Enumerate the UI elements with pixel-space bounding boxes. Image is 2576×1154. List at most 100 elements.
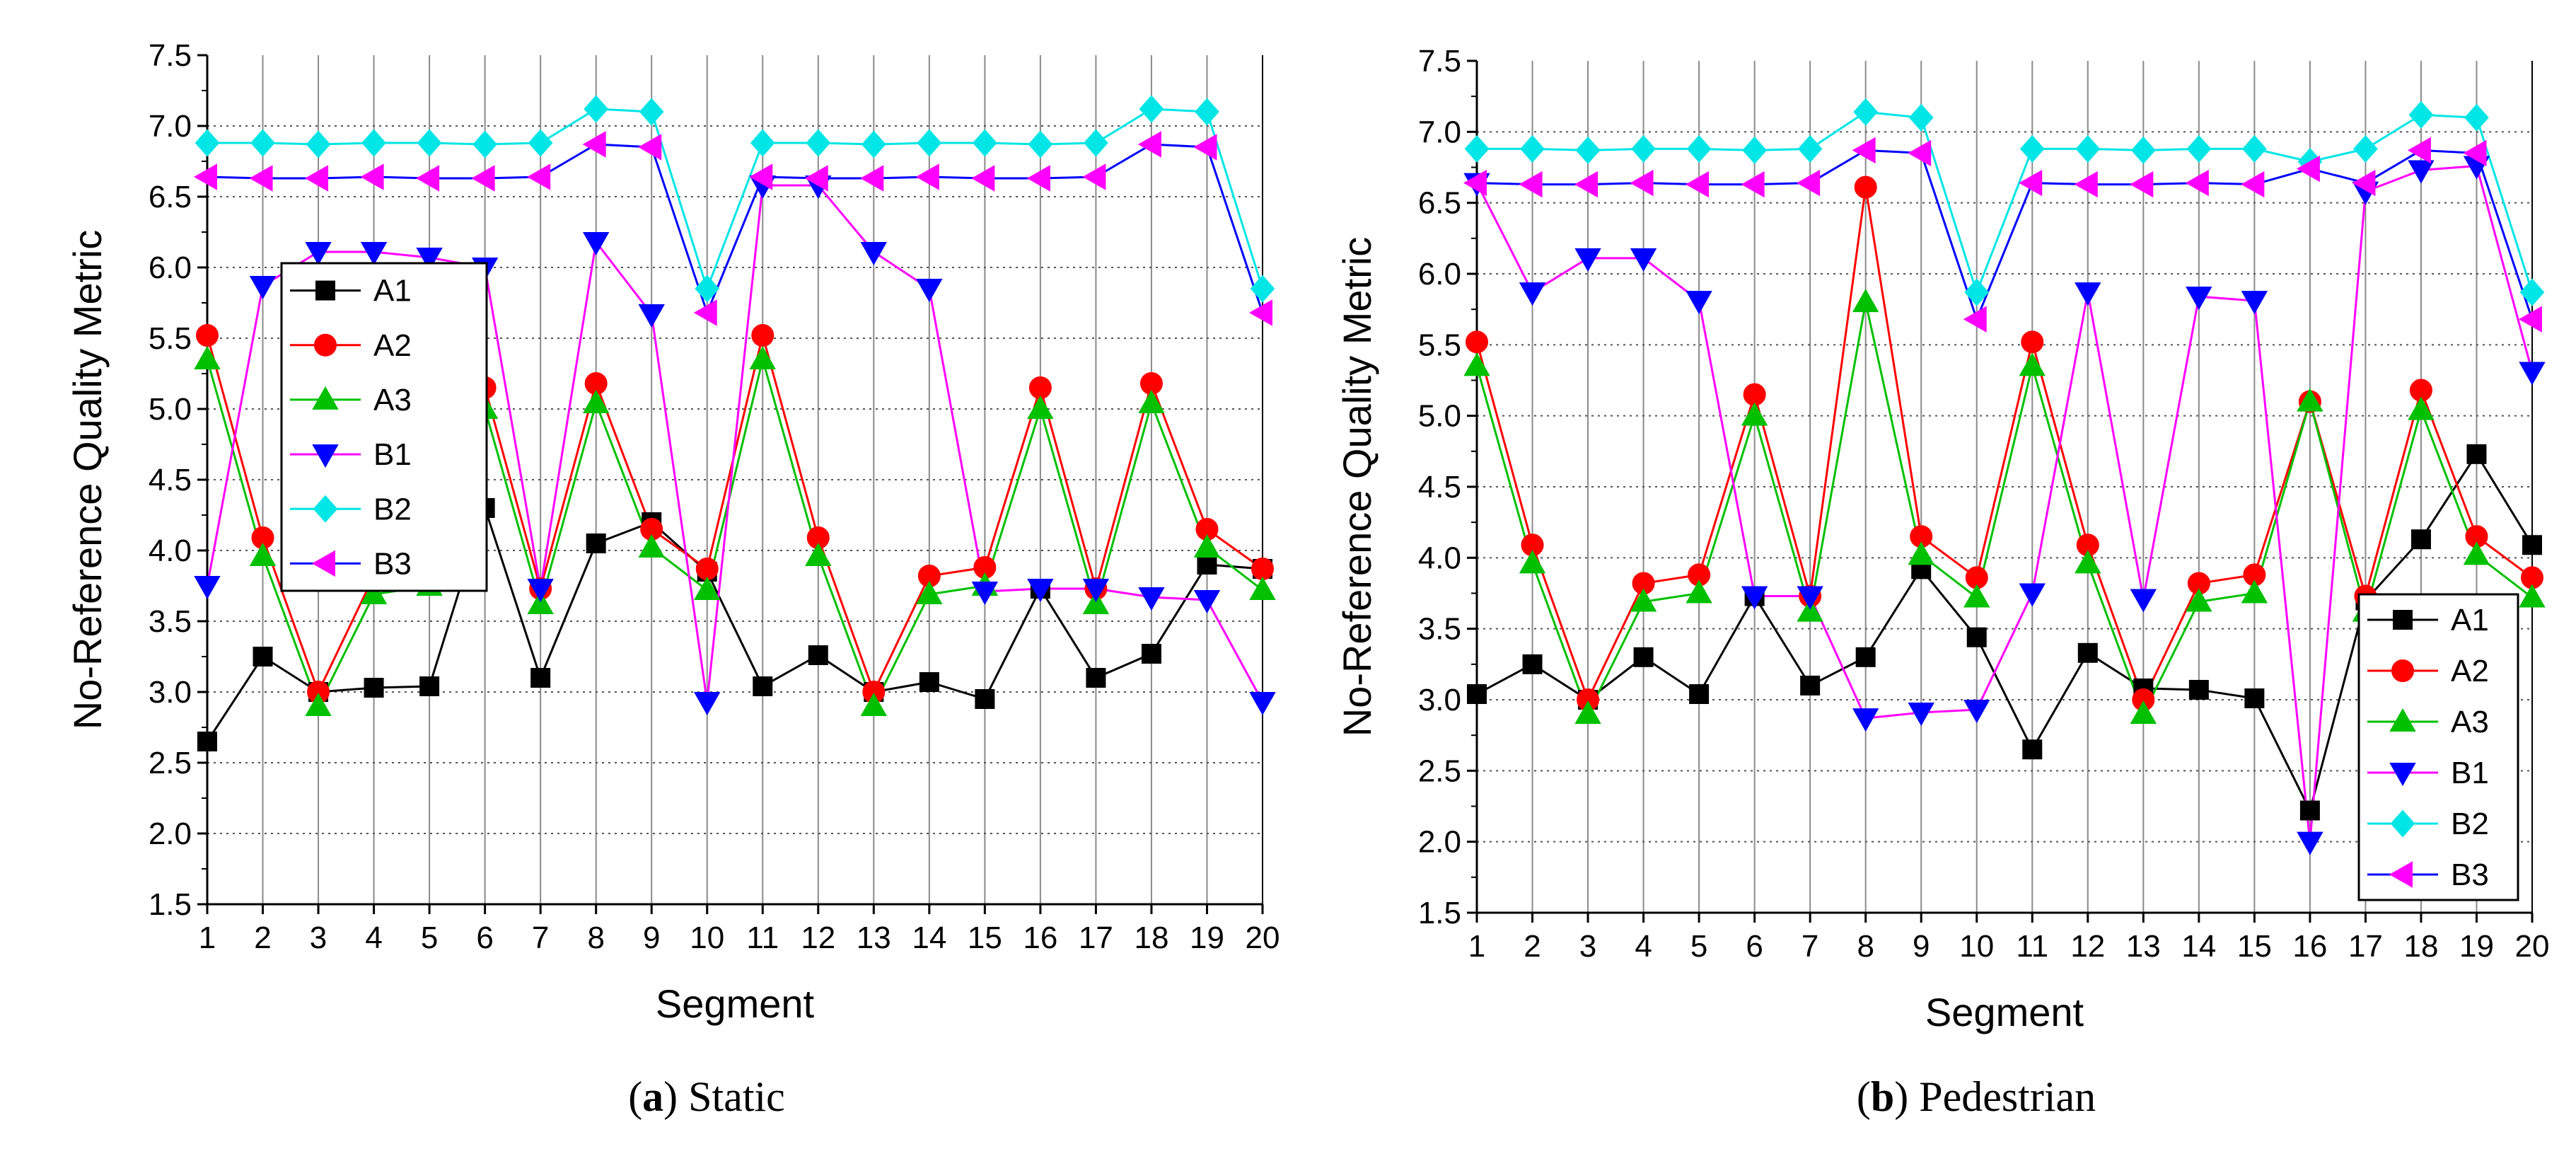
x-tick-label: 12 <box>2070 929 2105 964</box>
data-point-b2 <box>528 129 553 157</box>
data-point-a2 <box>751 324 774 347</box>
data-point-b3 <box>2296 155 2320 183</box>
data-point-a1 <box>1086 668 1106 688</box>
data-point-a3 <box>305 692 332 716</box>
data-point-a3 <box>1852 289 1879 313</box>
data-point-b2 <box>1686 134 1712 163</box>
legend-label-a2: A2 <box>373 328 412 363</box>
data-point-a3 <box>1249 576 1276 600</box>
data-point-b2 <box>2019 134 2045 163</box>
y-tick-label: 1.5 <box>149 887 192 922</box>
y-tick-label: 7.0 <box>149 109 192 144</box>
legend: A1 A2 A3 B1 B2 B3 <box>2357 593 2519 901</box>
x-axis-title: Segment <box>656 981 815 1026</box>
x-tick-label: 17 <box>2348 929 2383 964</box>
data-point-b3 <box>360 163 384 190</box>
x-tick-label: 16 <box>2292 929 2327 964</box>
x-tick-label: 10 <box>1959 929 1994 964</box>
data-point-a3 <box>2241 579 2268 604</box>
x-tick-label: 6 <box>476 921 493 955</box>
x-tick-label: 13 <box>2126 929 2161 964</box>
data-point-b3 <box>1463 169 1487 197</box>
data-point-b1 <box>1574 248 1601 272</box>
data-point-a2 <box>1466 330 1488 354</box>
data-point-b1 <box>2130 589 2157 613</box>
data-point-a1 <box>253 647 273 667</box>
legend-marker-a3 <box>312 386 339 410</box>
data-point-b2 <box>361 129 386 157</box>
chart-panel-a: 1.5 2.0 2.5 3.0 3.5 4.0 4.5 5.0 5.5 6.0 6.5 7.0 7.5 1… <box>65 38 1280 1120</box>
data-point-b3 <box>1797 169 1821 197</box>
caption-text: (a) Static <box>628 1073 785 1120</box>
data-point-a3 <box>2408 396 2435 420</box>
x-tick-label: 15 <box>968 921 1002 955</box>
y-tick-label: 3.0 <box>1418 683 1461 717</box>
y-tick-label: 6.0 <box>1418 257 1461 292</box>
data-point-b1 <box>1519 282 1546 306</box>
x-tick-label: 7 <box>1802 929 1818 964</box>
y-tick-label: 4.5 <box>149 463 192 497</box>
data-point-a2 <box>1854 175 1877 199</box>
x-tick-label: 13 <box>857 921 891 955</box>
x-tick-label: 18 <box>1134 921 1168 955</box>
data-point-b1 <box>2186 287 2212 311</box>
legend-label-a3: A3 <box>373 383 412 417</box>
data-point-b3 <box>2463 139 2487 167</box>
data-point-b2 <box>1742 136 1767 164</box>
data-point-a1 <box>753 676 773 696</box>
data-point-b3 <box>1519 171 1543 198</box>
x-tick-label: 4 <box>365 921 382 955</box>
data-point-a3 <box>1138 389 1165 413</box>
data-point-b2 <box>861 130 886 158</box>
y-tick-label: 6.5 <box>149 180 192 214</box>
data-point-b1 <box>1908 703 1934 727</box>
legend-label-b3: B3 <box>373 546 412 581</box>
caption: (b) Pedestrian <box>1857 1073 2096 1120</box>
data-point-a3 <box>860 692 888 716</box>
x-tick-label: 8 <box>587 921 604 955</box>
data-point-b2 <box>2464 103 2489 132</box>
y-tick-label: 2.0 <box>1418 825 1461 860</box>
legend-label-b1: B1 <box>373 437 412 472</box>
x-tick-label: 11 <box>746 921 779 955</box>
data-point-b3 <box>693 299 717 326</box>
data-point-b2 <box>2408 100 2434 129</box>
data-point-b3 <box>2407 137 2431 164</box>
data-point-b1 <box>1963 700 1990 724</box>
data-point-a2 <box>1251 558 1274 580</box>
data-point-a3 <box>2519 584 2546 608</box>
data-point-b1 <box>194 576 221 600</box>
data-point-a1 <box>1800 675 1821 696</box>
legend-marker-a2 <box>2391 659 2414 682</box>
data-point-b3 <box>1082 163 1106 190</box>
data-point-b2 <box>1964 278 1990 306</box>
legend-marker-b3 <box>2389 861 2413 888</box>
data-point-b2 <box>1853 98 1879 126</box>
data-point-a3 <box>1082 590 1110 614</box>
x-tick-label: 4 <box>1635 929 1652 964</box>
legend-box <box>280 262 488 592</box>
data-point-a3 <box>1027 395 1054 419</box>
data-point-b2 <box>917 129 942 157</box>
x-tick-label: 19 <box>2459 929 2494 964</box>
data-point-b1 <box>1630 248 1657 272</box>
data-point-a1 <box>2466 444 2487 464</box>
data-point-b3 <box>1630 169 1654 197</box>
y-tick-label: 5.5 <box>149 321 192 356</box>
legend-box <box>2357 593 2519 901</box>
data-point-a3 <box>805 542 832 566</box>
y-tick-label: 4.0 <box>149 533 192 568</box>
data-point-b3 <box>582 131 606 158</box>
data-point-b2 <box>1908 103 1934 132</box>
data-point-b3 <box>1852 137 1876 164</box>
data-point-b2 <box>2353 134 2378 163</box>
data-point-b1 <box>1797 586 1823 610</box>
data-point-b3 <box>1193 134 1217 161</box>
data-point-a3 <box>582 389 610 413</box>
data-point-b3 <box>915 163 939 190</box>
data-point-b1 <box>582 232 610 256</box>
x-tick-label: 11 <box>2016 929 2048 964</box>
data-point-b2 <box>2242 134 2267 163</box>
data-point-b1 <box>2408 160 2435 184</box>
data-point-a3 <box>1797 598 1823 622</box>
